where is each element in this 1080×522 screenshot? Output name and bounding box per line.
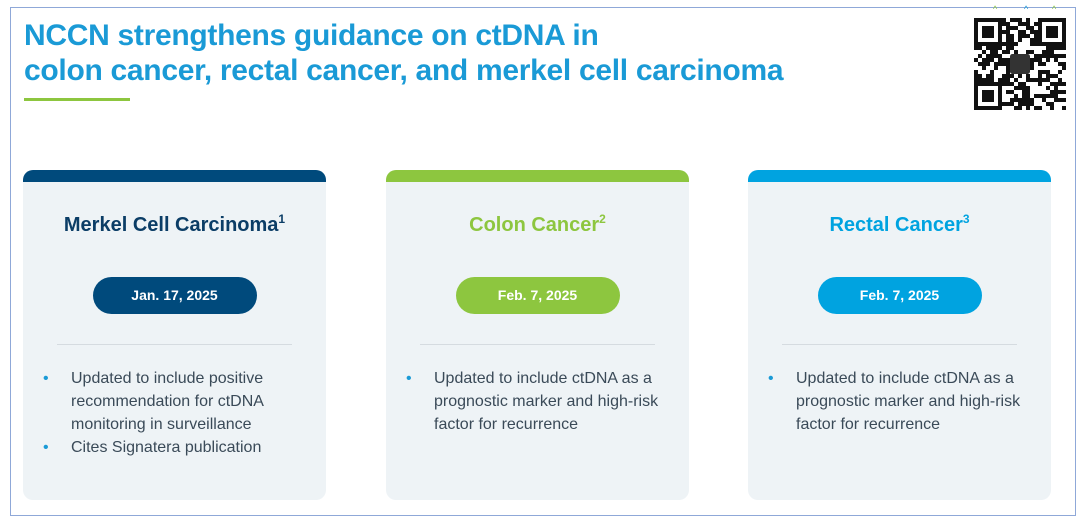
divider xyxy=(782,344,1017,345)
date-badge: Feb. 7, 2025 xyxy=(817,277,982,314)
date-badge: Feb. 7, 2025 xyxy=(455,277,620,314)
title-underline xyxy=(24,98,130,101)
chevron-up-icon: ^ xyxy=(1024,4,1029,14)
card-top-bar xyxy=(23,170,326,182)
slide-frame xyxy=(10,7,1076,516)
card-top-bar xyxy=(748,170,1051,182)
card-colon: Colon Cancer2 Feb. 7, 2025 Updated to in… xyxy=(386,170,689,500)
bullet: Updated to include ctDNA as a prognostic… xyxy=(406,367,689,436)
card-title: Rectal Cancer3 xyxy=(829,212,970,236)
title-line-2: colon cancer, rectal cancer, and merkel … xyxy=(24,54,784,87)
bullet: Updated to include positive recommendati… xyxy=(43,367,326,436)
date-badge: Jan. 17, 2025 xyxy=(92,277,257,314)
bullet: Cites Signatera publication xyxy=(43,436,326,459)
divider xyxy=(57,344,292,345)
divider xyxy=(420,344,655,345)
card-top-bar xyxy=(386,170,689,182)
card-merkel: Merkel Cell Carcinoma1 Jan. 17, 2025 Upd… xyxy=(23,170,326,500)
page-title: NCCN strengthens guidance on ctDNA in col… xyxy=(24,18,784,88)
qr-code xyxy=(974,18,1066,110)
card-rectal: Rectal Cancer3 Feb. 7, 2025 Updated to i… xyxy=(748,170,1051,500)
card-title: Merkel Cell Carcinoma1 xyxy=(63,212,286,236)
chevron-up-icon: ^ xyxy=(993,4,998,14)
bullet: Updated to include ctDNA as a prognostic… xyxy=(768,367,1051,436)
card-title: Colon Cancer2 xyxy=(469,212,606,236)
chevron-up-icon: ^ xyxy=(1052,4,1057,14)
title-line-1: NCCN strengthens guidance on ctDNA in xyxy=(24,19,599,52)
